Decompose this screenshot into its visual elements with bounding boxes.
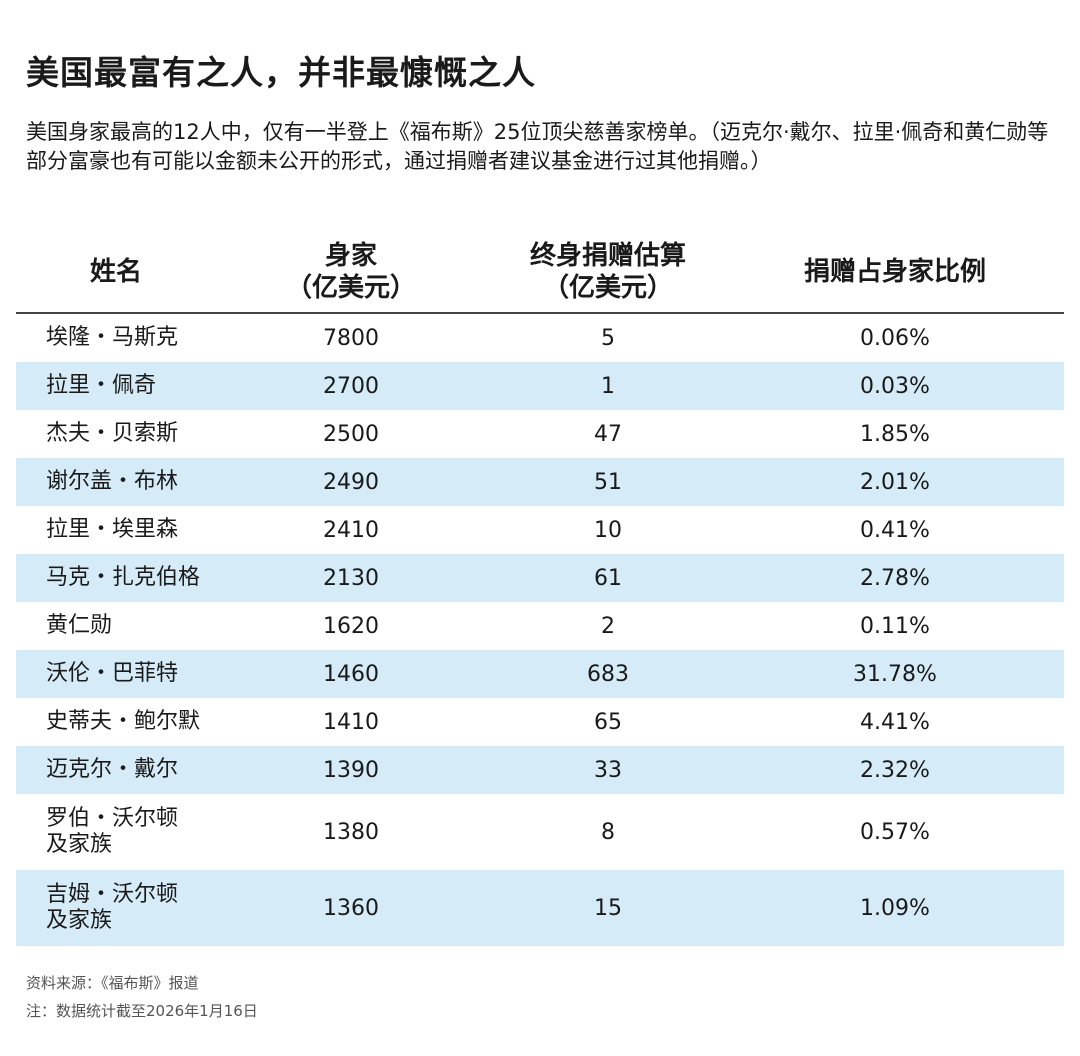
- page-title: 美国最富有之人，并非最慷慨之人: [26, 53, 536, 92]
- header-worth: 身家 （亿美元）: [216, 240, 486, 304]
- cell-ratio: 0.11%: [860, 613, 930, 639]
- cell-giving: 51: [594, 469, 622, 495]
- cell-name: 罗伯・沃尔顿 及家族: [46, 806, 179, 857]
- table-header: 姓名 身家 （亿美元） 终身捐赠估算 （亿美元） 捐赠占身家比例: [16, 232, 1064, 314]
- table-row: 拉里・埃里森 2410 10 0.41%: [16, 506, 1064, 554]
- cell-worth: 1460: [323, 661, 379, 687]
- table-row: 拉里・佩奇 2700 1 0.03%: [16, 362, 1064, 410]
- table-row: 史蒂夫・鲍尔默 1410 65 4.41%: [16, 698, 1064, 746]
- header-giving-line1: 终身捐赠估算: [529, 241, 686, 271]
- cell-ratio: 4.41%: [860, 709, 930, 735]
- cell-worth: 2410: [323, 517, 379, 543]
- cell-giving: 5: [601, 325, 615, 351]
- cell-name: 杰夫・贝索斯: [46, 421, 179, 446]
- cell-worth: 1380: [323, 819, 379, 845]
- cell-giving: 61: [594, 565, 622, 591]
- cell-ratio: 0.03%: [860, 373, 930, 399]
- table-row: 杰夫・贝索斯 2500 47 1.85%: [16, 410, 1064, 458]
- cell-name: 黄仁勋: [46, 613, 113, 638]
- header-worth-line2: （亿美元）: [285, 273, 416, 303]
- table-row: 谢尔盖・布林 2490 51 2.01%: [16, 458, 1064, 506]
- header-worth-line1: 身家: [324, 241, 377, 271]
- cell-ratio: 0.06%: [860, 325, 930, 351]
- table-body: 埃隆・马斯克 7800 5 0.06% 拉里・佩奇 2700 1 0.03% 杰夫・贝索斯 250…: [16, 314, 1064, 946]
- cell-giving: 8: [601, 819, 615, 845]
- cell-worth: 2500: [323, 421, 379, 447]
- cell-giving: 47: [594, 421, 622, 447]
- cell-ratio: 1.09%: [860, 895, 930, 921]
- cell-worth: 1620: [323, 613, 379, 639]
- cell-worth: 1360: [323, 895, 379, 921]
- cell-giving: 10: [594, 517, 622, 543]
- cell-giving: 683: [587, 661, 629, 687]
- donation-table: 姓名 身家 （亿美元） 终身捐赠估算 （亿美元） 捐赠占身家比例 埃隆・马斯克 7…: [16, 232, 1064, 946]
- table-row: 马克・扎克伯格 2130 61 2.78%: [16, 554, 1064, 602]
- table-row: 吉姆・沃尔顿 及家族 1360 15 1.09%: [16, 870, 1064, 946]
- table-row: 黄仁勋 1620 2 0.11%: [16, 602, 1064, 650]
- header-name: 姓名: [89, 257, 142, 287]
- cell-name: 史蒂夫・鲍尔默: [46, 709, 201, 734]
- cell-giving: 65: [594, 709, 622, 735]
- source-note: 资料来源：《福布斯》报道: [26, 974, 199, 992]
- cell-ratio: 2.78%: [860, 565, 930, 591]
- cell-name: 吉姆・沃尔顿 及家族: [46, 882, 179, 933]
- cell-name: 拉里・佩奇: [46, 373, 157, 398]
- cell-worth: 1390: [323, 757, 379, 783]
- cell-worth: 2490: [323, 469, 379, 495]
- cell-giving: 2: [601, 613, 615, 639]
- cell-worth: 7800: [323, 325, 379, 351]
- cell-worth: 2700: [323, 373, 379, 399]
- cell-name: 拉里・埃里森: [46, 517, 179, 542]
- cell-name: 埃隆・马斯克: [46, 325, 179, 350]
- table-row: 沃伦・巴菲特 1460 683 31.78%: [16, 650, 1064, 698]
- cell-ratio: 2.32%: [860, 757, 930, 783]
- cell-name: 马克・扎克伯格: [46, 565, 201, 590]
- table-row: 罗伯・沃尔顿 及家族 1380 8 0.57%: [16, 794, 1064, 870]
- cell-ratio: 0.41%: [860, 517, 930, 543]
- date-note: 注：数据统计截至2026年1月16日: [26, 1002, 258, 1020]
- cell-name: 谢尔盖・布林: [46, 469, 179, 494]
- table-row: 迈克尔・戴尔 1390 33 2.32%: [16, 746, 1064, 794]
- cell-worth: 2130: [323, 565, 379, 591]
- cell-giving: 33: [594, 757, 622, 783]
- header-giving: 终身捐赠估算 （亿美元）: [486, 240, 730, 304]
- cell-ratio: 2.01%: [860, 469, 930, 495]
- cell-giving: 1: [601, 373, 615, 399]
- header-ratio: 捐赠占身家比例: [803, 257, 986, 287]
- subtitle: 美国身家最高的12人中，仅有一半登上《福布斯》25位顶尖慈善家榜单。（迈克尔·戴…: [26, 120, 1049, 173]
- table-row: 埃隆・马斯克 7800 5 0.06%: [16, 314, 1064, 362]
- cell-worth: 1410: [323, 709, 379, 735]
- cell-ratio: 1.85%: [860, 421, 930, 447]
- cell-ratio: 0.57%: [860, 819, 930, 845]
- cell-name: 迈克尔・戴尔: [46, 757, 179, 782]
- cell-giving: 15: [594, 895, 622, 921]
- cell-ratio: 31.78%: [853, 661, 937, 687]
- cell-name: 沃伦・巴菲特: [46, 661, 179, 686]
- header-giving-line2: （亿美元）: [542, 273, 673, 303]
